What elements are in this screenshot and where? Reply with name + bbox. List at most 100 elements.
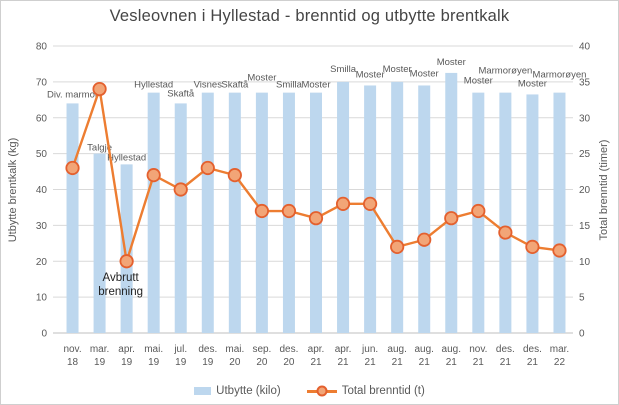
line-marker [254,203,269,219]
bar [93,153,106,333]
left-axis-tick-label: 50 [36,149,48,160]
x-axis-tick-label: 19 [121,357,133,368]
x-axis-tick-label: 20 [229,357,241,368]
bar-source-label: Skaftå [221,80,249,91]
bar-source-label: Moster [356,69,385,80]
x-axis-tick-label: 21 [310,357,322,368]
x-axis-tick-label: 19 [94,357,106,368]
right-axis-tick-label: 5 [579,293,585,304]
bar-source-label: Moster [410,68,439,79]
annotation-text: brenning [98,286,143,298]
x-axis-tick-label: mai. [225,344,244,355]
right-axis-tick-label: 15 [579,221,591,232]
x-axis-tick-label: aug. [442,344,461,355]
line-marker [525,239,540,254]
bar [526,94,539,334]
x-axis-tick-label: jun. [361,344,378,355]
right-axis-tick-label: 40 [579,42,591,53]
legend-item-brenntid: Total brenntid (t) [306,385,425,397]
x-axis-tick-label: 21 [337,357,349,368]
bar-source-label: Marmorøyen [478,66,532,77]
bar-series-swatch-icon [194,387,212,395]
x-axis-tick-label: des. [279,344,298,355]
x-axis-tick-label: 18 [67,357,79,368]
x-axis-tick-label: 21 [473,357,485,368]
bar-source-label: Hyllestad [134,80,173,91]
bar-source-label: Moster [437,57,466,68]
bar [553,92,566,333]
line-marker [65,160,80,176]
bar-source-label: Hyllestad [107,152,146,163]
x-axis-tick-label: 22 [554,357,566,368]
line-marker [444,211,459,226]
line-marker [308,211,324,226]
x-axis-tick-label: 21 [527,357,539,368]
left-axis-tick-label: 0 [41,329,47,340]
bar-source-label: Moster [464,76,493,87]
line-marker [146,168,161,183]
line-marker [281,203,297,219]
x-axis-tick-label: 21 [419,357,431,368]
bar [499,92,512,333]
line-marker [363,196,378,211]
bar-source-label: Marmorøyen [533,70,587,81]
bar [120,164,133,333]
line-marker [417,232,432,247]
left-axis-tick-label: 60 [36,113,48,124]
left-axis-tick-label: 80 [36,42,48,53]
left-axis-tick-label: 10 [36,293,48,304]
line-marker [335,196,351,211]
bar [445,72,458,333]
bar-source-label: Smilla [276,80,303,91]
legend-label-utbytte: Utbytte (kilo) [216,385,281,397]
x-axis-tick-label: 21 [446,357,458,368]
bar-source-label: Moster [383,64,412,75]
x-axis-tick-label: sep. [252,344,271,355]
line-marker [119,254,134,269]
right-axis-tick-label: 10 [579,257,591,268]
x-axis-tick-label: nov. [469,344,487,355]
line-marker [552,243,567,258]
bar [174,103,187,334]
bar [391,81,404,333]
x-axis-tick-label: apr. [335,344,352,355]
x-axis-tick-label: mar. [90,344,109,355]
x-axis-tick-label: 20 [256,357,268,368]
line-marker [471,203,486,219]
bar [228,92,241,333]
bar [201,92,214,333]
right-axis-tick-label: 25 [579,149,591,160]
x-axis-tick-label: 20 [283,357,295,368]
x-axis-tick-label: jul. [173,344,187,355]
x-axis-tick-label: mar. [550,344,569,355]
x-axis-tick-label: nov. [63,344,81,355]
line-marker [390,239,405,254]
annotation-text: Avbrutt [103,272,140,284]
x-axis-tick-label: aug. [414,344,433,355]
x-axis-tick-label: 21 [392,357,404,368]
right-axis-tick-label: 20 [579,185,591,196]
x-axis-tick-label: 21 [365,357,377,368]
legend-label-brenntid: Total brenntid (t) [341,385,425,397]
line-marker [200,160,215,176]
legend-item-utbytte: Utbytte (kilo) [194,385,281,397]
x-axis-tick-label: des. [198,344,217,355]
bar-source-label: Moster [247,73,276,84]
left-axis-tick-label: 20 [36,257,48,268]
left-axis-tick-label: 40 [36,185,48,196]
bar-source-label: Smilla [330,64,357,75]
x-axis-tick-label: aug. [387,344,406,355]
right-axis-tick-label: 0 [579,329,585,340]
line-marker [498,225,513,240]
x-axis-tick-label: apr. [118,344,135,355]
x-axis-tick-label: 19 [148,357,160,368]
bar-source-label: Skaftå [167,88,195,99]
chart-title: Vesleovnen i Hyllestad - brenntid og utb… [109,7,510,25]
x-axis-tick-label: 21 [500,357,512,368]
x-axis-tick-label: mai. [144,344,163,355]
bar-source-label: Moster [301,80,330,91]
x-axis-tick-label: 19 [202,357,214,368]
bar [147,92,160,333]
